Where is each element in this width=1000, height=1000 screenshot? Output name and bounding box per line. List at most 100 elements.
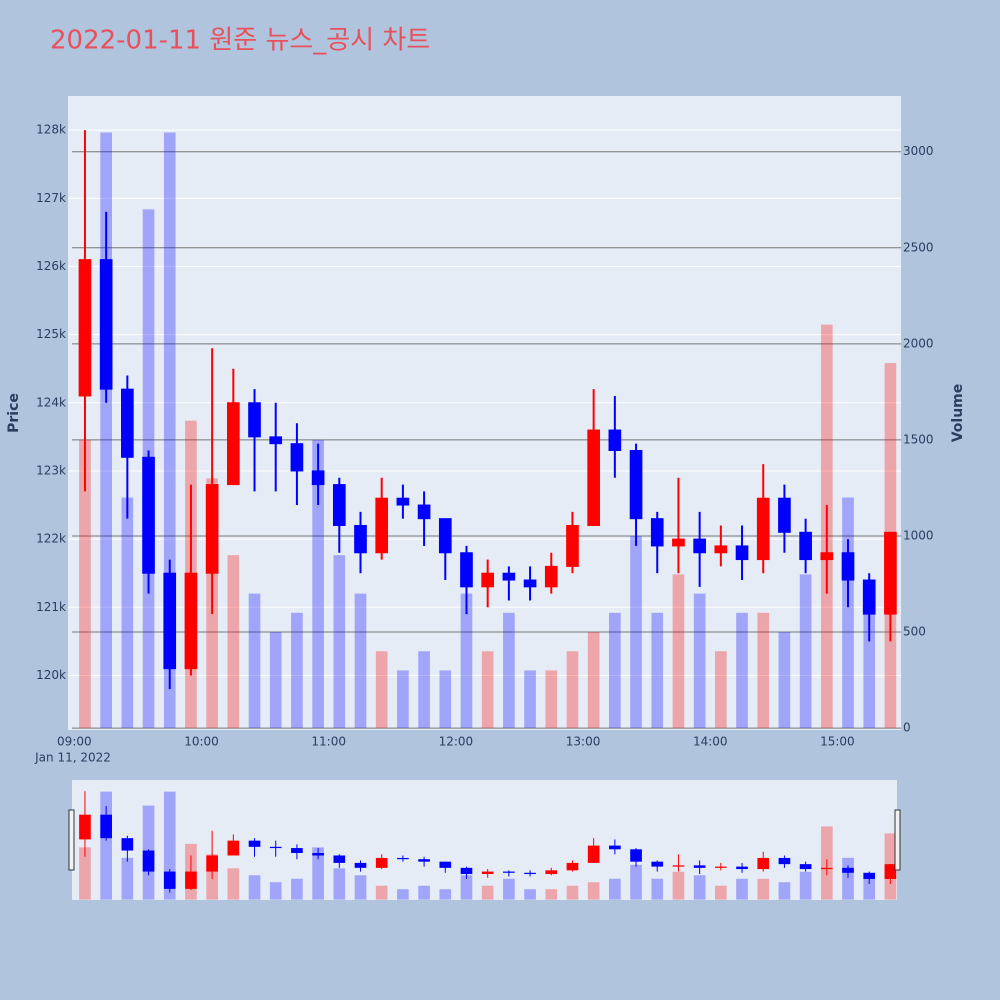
range-handle-right[interactable] <box>894 809 901 871</box>
y2-tick-label: 1000 <box>903 528 934 542</box>
mini-candle-body <box>715 866 727 868</box>
y-axis-title: Price <box>6 393 22 433</box>
y2-tick-label: 500 <box>903 625 926 639</box>
mini-candle-body <box>269 846 282 849</box>
candle-body <box>502 572 516 581</box>
mini-volume-bar <box>545 889 558 900</box>
y2-tick-label: 0 <box>903 721 911 735</box>
y-tick-label: 126k <box>36 259 66 273</box>
candle-body <box>629 449 643 520</box>
mini-volume-bar <box>163 791 176 900</box>
y-tick-label: 125k <box>36 327 66 341</box>
mini-candle-body <box>820 867 833 870</box>
mini-volume-bar <box>630 864 642 900</box>
mini-candle-body <box>418 859 430 862</box>
volume-bar <box>418 651 430 729</box>
mini-volume-bar <box>439 889 452 900</box>
candle-body <box>884 531 897 615</box>
mini-volume-bar <box>799 871 812 900</box>
y2-tick-label: 1500 <box>903 432 934 446</box>
mini-candle-body <box>672 865 685 867</box>
volume-bar <box>630 535 642 729</box>
mini-volume-bar <box>312 847 324 900</box>
range-slider[interactable] <box>72 780 897 900</box>
mini-candle-body <box>545 870 558 875</box>
mini-volume-bar <box>375 885 388 900</box>
candle-body <box>354 524 367 554</box>
mini-candle-body <box>206 855 218 872</box>
mini-candle-body <box>227 840 240 856</box>
mini-volume-bar <box>524 889 536 900</box>
mini-volume-bar <box>248 875 261 900</box>
x-tick-label: 15:00 <box>820 735 855 749</box>
candle-body <box>184 572 198 670</box>
y-tick-label: 128k <box>36 123 66 137</box>
volume-bar <box>163 132 176 729</box>
volume-bar <box>672 574 685 729</box>
y-tick-label: 124k <box>36 395 66 409</box>
volume-bar <box>503 612 515 729</box>
candle-body <box>205 484 219 574</box>
mini-candle-body <box>609 845 621 850</box>
mini-volume-bar <box>587 882 600 900</box>
mini-candle-body <box>100 814 112 839</box>
mini-volume-bar <box>651 878 664 900</box>
candle-body <box>417 504 431 520</box>
mini-volume-bar <box>227 868 240 900</box>
candle-body <box>121 388 134 458</box>
mini-candle-body <box>630 849 642 862</box>
mini-candle-body <box>248 840 261 847</box>
volume-bar <box>227 555 240 729</box>
mini-volume-bar <box>354 875 367 900</box>
mini-volume-bar <box>291 878 303 900</box>
mini-volume-bar <box>460 875 473 900</box>
volume-bar <box>566 651 579 729</box>
candle-body <box>438 518 452 554</box>
range-handle-left[interactable] <box>68 809 75 871</box>
mini-candle-body <box>375 857 388 868</box>
mini-volume-bar <box>715 885 727 900</box>
mini-candle-body <box>757 857 770 870</box>
candle-body <box>587 429 600 526</box>
mini-candle-body <box>799 864 812 870</box>
candle-body <box>269 436 283 445</box>
candle-body <box>248 402 261 438</box>
volume-bar <box>269 632 282 729</box>
candle-body <box>693 538 706 554</box>
mini-candle-body <box>884 864 897 879</box>
candle-body <box>714 545 728 554</box>
candle-body <box>290 443 304 472</box>
candle-body <box>778 497 791 533</box>
mini-volume-bar <box>863 878 876 900</box>
y2-tick-label: 2000 <box>903 336 934 350</box>
volume-bar <box>100 132 112 729</box>
volume-bar <box>79 439 91 729</box>
mini-volume-bar <box>397 889 409 900</box>
mini-volume-bar <box>100 791 112 900</box>
volume-bar <box>693 593 706 729</box>
mini-candle-body <box>439 861 452 868</box>
y2-tick-label: 3000 <box>903 144 934 158</box>
y-tick-label: 122k <box>36 532 66 546</box>
y-tick-label: 120k <box>36 668 66 682</box>
mini-candle-body <box>163 871 176 889</box>
candle-body <box>756 497 770 561</box>
y-tick-label: 121k <box>36 600 66 614</box>
mini-candle-body <box>79 814 91 840</box>
volume-bar <box>545 670 558 729</box>
date-label: Jan 11, 2022 <box>34 751 111 765</box>
mini-candle-body <box>185 871 197 889</box>
x-tick-label: 14:00 <box>693 735 728 749</box>
mini-volume-bar <box>79 847 91 900</box>
mini-candle-body <box>312 853 324 856</box>
mini-volume-bar <box>503 878 515 900</box>
mini-volume-bar <box>842 857 854 900</box>
candle-body <box>566 524 579 567</box>
volume-bar <box>333 555 346 729</box>
y-tick-label: 123k <box>36 463 66 477</box>
volume-bar <box>397 670 409 729</box>
volume-bar <box>799 574 812 729</box>
volume-bar <box>121 497 134 729</box>
mini-candle-body <box>693 865 706 868</box>
volume-bar <box>757 612 770 729</box>
